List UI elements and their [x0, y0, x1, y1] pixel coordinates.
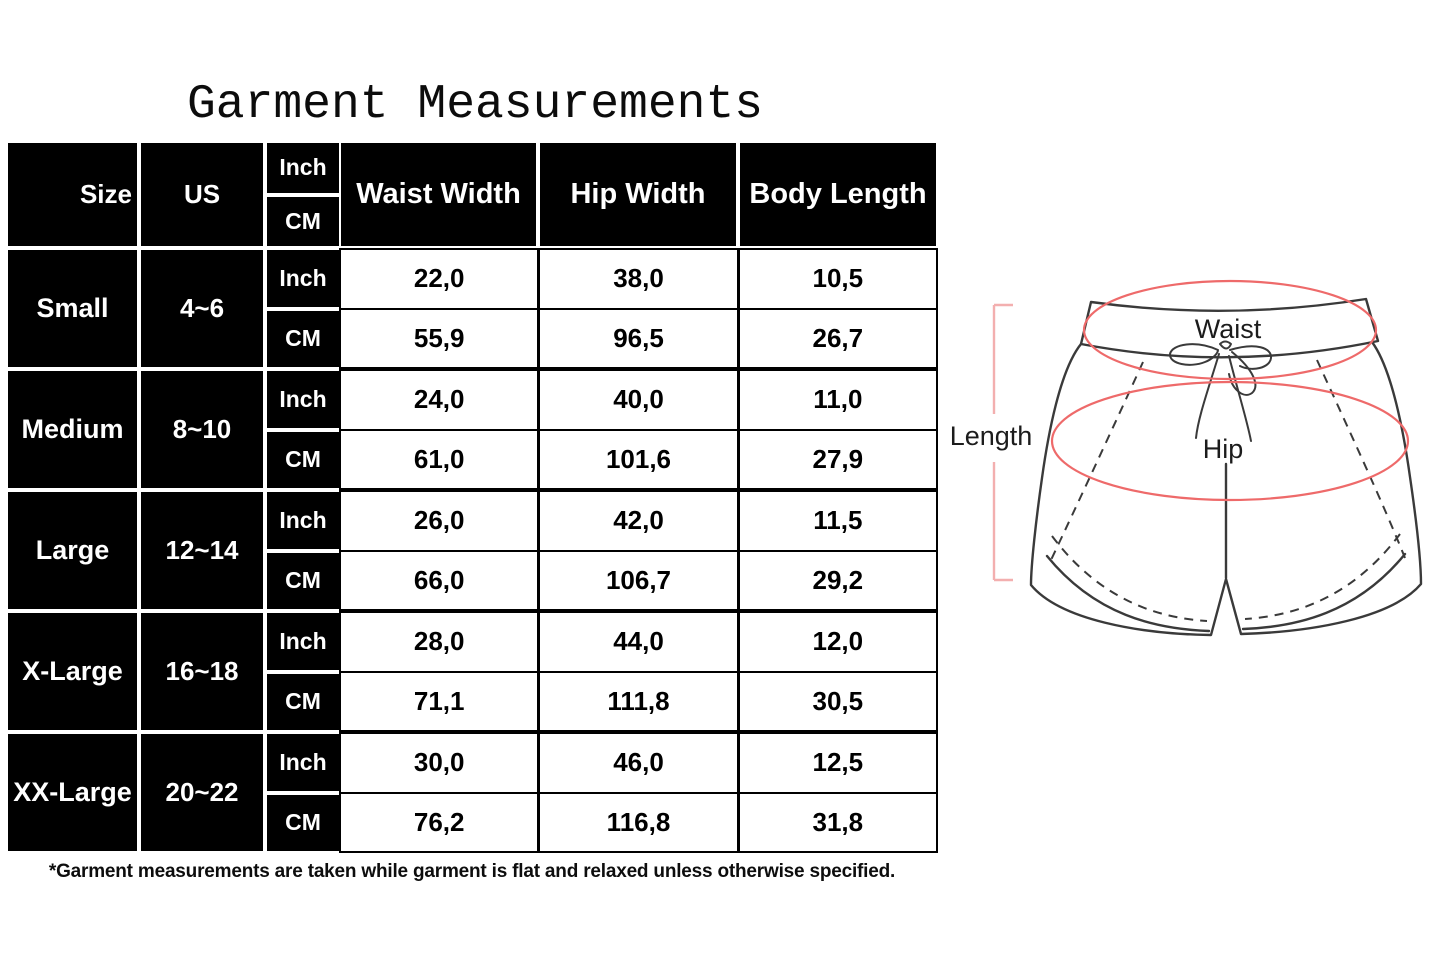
measurement-cell: 12,5: [739, 734, 936, 792]
measurement-cell: 28,0: [341, 613, 538, 671]
header-waist-width: Waist Width: [341, 143, 536, 246]
unit-cell-cm: CM: [267, 431, 339, 488]
us-range-cell: 20~22: [141, 734, 263, 851]
unit-cell-inch: Inch: [267, 371, 339, 428]
header-unit-column: Inch CM: [265, 141, 339, 248]
header-unit-cm: CM: [267, 196, 339, 246]
size-group-small: Small 4~6 Inch CM 22,0 38,0 10,5 55,9 96,5 26,7: [6, 248, 938, 369]
size-cell: Small: [8, 250, 137, 367]
waist-ellipse: [1082, 279, 1378, 381]
measurement-cell: 111,8: [540, 672, 737, 730]
measurement-cell: 27,9: [739, 430, 936, 488]
size-group-x-large: X-Large 16~18 Inch CM 28,0 44,0 12,0 71,1 111,8 3…: [6, 611, 938, 732]
unit-cell-inch: Inch: [267, 250, 339, 307]
size-cell: Large: [8, 492, 137, 609]
length-label: Length: [950, 421, 1033, 451]
us-range-cell: 8~10: [141, 371, 263, 488]
measurement-cell: 106,7: [540, 551, 737, 609]
measurement-cell: 55,9: [341, 309, 538, 367]
unit-cell-inch: Inch: [267, 492, 339, 549]
measurement-cell: 26,0: [341, 492, 538, 550]
stitching-dashed-lines: [1050, 359, 1406, 622]
measurement-cell: 26,7: [739, 309, 936, 367]
right-side-seam: [1316, 359, 1406, 559]
measurement-cell: 29,2: [739, 551, 936, 609]
measurement-cell: 61,0: [341, 430, 538, 488]
header-hip-width: Hip Width: [540, 143, 736, 246]
measurement-cell: 30,5: [739, 672, 936, 730]
measurement-cell: 22,0: [341, 250, 538, 308]
measurement-cell: 76,2: [341, 793, 538, 851]
shorts-diagram-svg: Waist Hip Length: [950, 279, 1423, 637]
measurement-cell: 46,0: [540, 734, 737, 792]
us-range-cell: 16~18: [141, 613, 263, 730]
us-range-cell: 12~14: [141, 492, 263, 609]
size-cell: Medium: [8, 371, 137, 488]
header-unit-inch: Inch: [267, 143, 339, 193]
measurement-cell: 30,0: [341, 734, 538, 792]
unit-cell-inch: Inch: [267, 734, 339, 791]
measurement-grid: 26,0 42,0 11,5 66,0 106,7 29,2: [339, 490, 938, 611]
waist-label: Waist: [1195, 314, 1262, 344]
size-cell: X-Large: [8, 613, 137, 730]
size-group-medium: Medium 8~10 Inch CM 24,0 40,0 11,0 61,0 101,6 27,…: [6, 369, 938, 490]
measurement-cell: 40,0: [540, 371, 737, 429]
header-body-length: Body Length: [740, 143, 936, 246]
measurement-grid: 22,0 38,0 10,5 55,9 96,5 26,7: [339, 248, 938, 369]
hip-ellipse: [1050, 380, 1410, 502]
measurement-cell: 12,0: [739, 613, 936, 671]
measurement-grid: 30,0 46,0 12,5 76,2 116,8 31,8: [339, 732, 938, 853]
shorts-outline: [1029, 297, 1423, 637]
measurement-cell: 44,0: [540, 613, 737, 671]
table-body: Small 4~6 Inch CM 22,0 38,0 10,5 55,9 96,5 26,7 Me…: [6, 248, 938, 853]
unit-cell-cm: CM: [267, 673, 339, 730]
measurement-cell: 38,0: [540, 250, 737, 308]
right-hem-curve: [1241, 552, 1407, 631]
measurement-cell: 10,5: [739, 250, 936, 308]
measurement-grid: 28,0 44,0 12,0 71,1 111,8 30,5: [339, 611, 938, 732]
measurement-cell: 66,0: [341, 551, 538, 609]
page-title: Garment Measurements: [186, 78, 764, 132]
shorts-measurement-diagram: Waist Hip Length: [938, 258, 1445, 682]
drawstring: [1169, 340, 1272, 442]
unit-cell-cm: CM: [267, 794, 339, 851]
length-bracket: [992, 303, 1013, 582]
measurement-cell: 11,0: [739, 371, 936, 429]
measurement-cell: 71,1: [341, 672, 538, 730]
left-hem-curve: [1045, 554, 1211, 633]
measurement-cell: 101,6: [540, 430, 737, 488]
size-group-xx-large: XX-Large 20~22 Inch CM 30,0 46,0 12,5 76,2 116,8…: [6, 732, 938, 853]
unit-cell-inch: Inch: [267, 613, 339, 670]
left-side-seam: [1050, 361, 1144, 561]
measurement-cell: 11,5: [739, 492, 936, 550]
measurement-cell: 42,0: [540, 492, 737, 550]
table-header-row: Size US Inch CM Waist Width Hip Width Bo…: [6, 141, 938, 248]
unit-cell-cm: CM: [267, 310, 339, 367]
measurement-cell: 24,0: [341, 371, 538, 429]
right-hem-stitch: [1244, 533, 1401, 620]
header-size: Size: [8, 143, 137, 246]
header-us: US: [141, 143, 263, 246]
unit-cell-cm: CM: [267, 552, 339, 609]
measurement-grid: 24,0 40,0 11,0 61,0 101,6 27,9: [339, 369, 938, 490]
measurement-cell: 31,8: [739, 793, 936, 851]
measurement-cell: 96,5: [540, 309, 737, 367]
footnote: *Garment measurements are taken while ga…: [48, 861, 896, 882]
size-cell: XX-Large: [8, 734, 137, 851]
size-group-large: Large 12~14 Inch CM 26,0 42,0 11,5 66,0 106,7 29,…: [6, 490, 938, 611]
size-chart-table: Size US Inch CM Waist Width Hip Width Bo…: [6, 141, 938, 853]
left-hem-stitch: [1051, 535, 1208, 622]
waistband: [1079, 297, 1380, 359]
hip-label: Hip: [1203, 434, 1244, 464]
measurement-cell: 116,8: [540, 793, 737, 851]
us-range-cell: 4~6: [141, 250, 263, 367]
